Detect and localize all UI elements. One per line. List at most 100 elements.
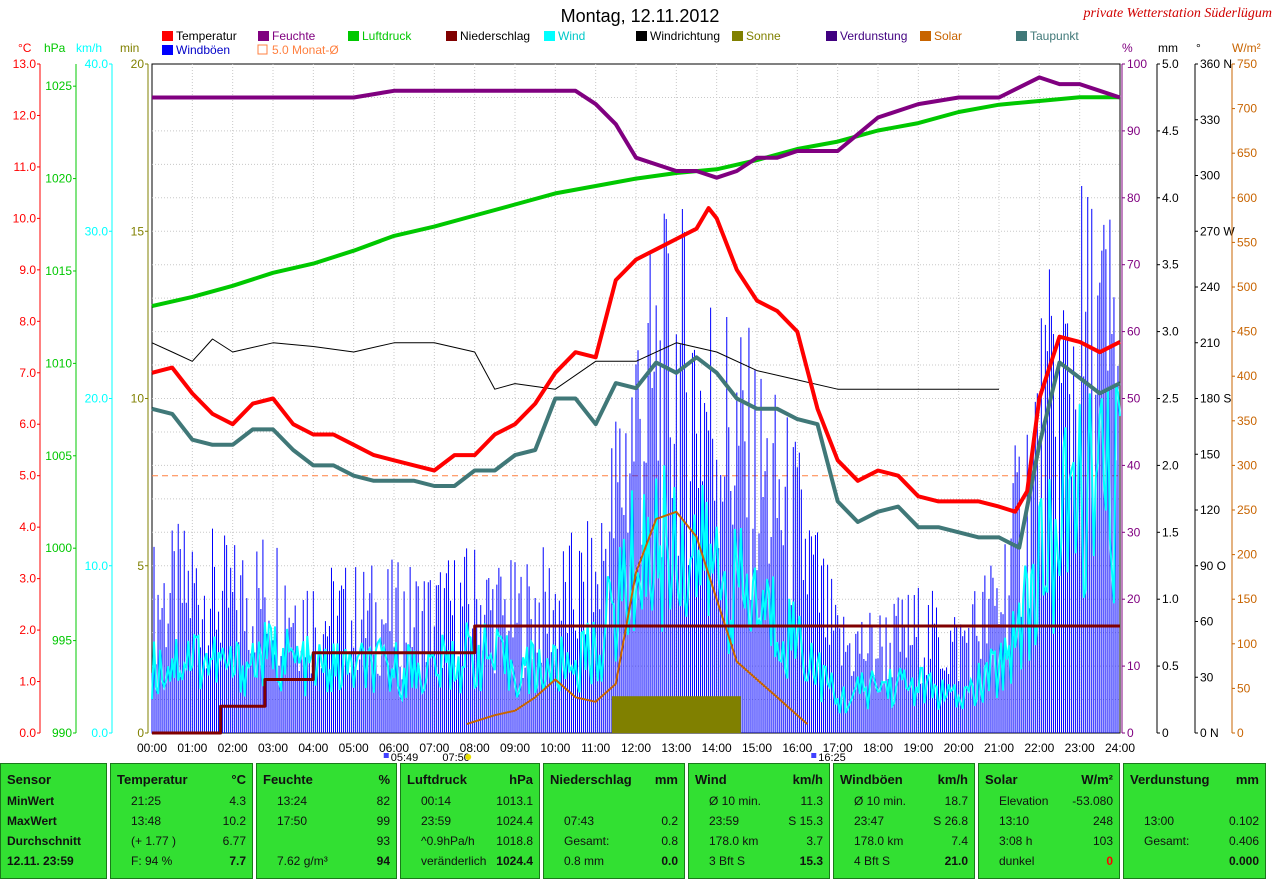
percent-axis-tick-label: 0 bbox=[1127, 726, 1134, 740]
panel-unit: W/m² bbox=[1081, 772, 1113, 787]
hpa-axis-tick-label: 990 bbox=[52, 726, 72, 740]
x-tick-label: 22:00 bbox=[1024, 741, 1054, 755]
panel-row: F: 94 % 7.7 bbox=[117, 854, 246, 872]
panel-heading: Windböen bbox=[840, 772, 903, 787]
x-tick-label: 18:00 bbox=[863, 741, 893, 755]
mm-axis-tick-label: 5.0 bbox=[1162, 57, 1179, 71]
min-axis-tick-label: 10 bbox=[131, 392, 145, 406]
wm2-axis-tick-label: 450 bbox=[1237, 325, 1257, 339]
celsius-axis-title: °C bbox=[18, 41, 32, 55]
panel-1: Temperatur °C 21:25 4.3 13:48 10.2 (+ 1.77 ) 6.… bbox=[110, 763, 253, 879]
sunrise-marker bbox=[383, 753, 389, 758]
panel-cell-m: 23:47 bbox=[854, 814, 885, 828]
percent-axis-title: % bbox=[1122, 41, 1133, 55]
panel-unit: mm bbox=[1235, 772, 1259, 787]
panel-cell-v: 248 bbox=[1092, 814, 1113, 828]
degree-axis-tick-label: 60 bbox=[1200, 615, 1214, 629]
legend-swatch bbox=[348, 31, 359, 41]
degree-axis-tick-label: 240 bbox=[1200, 280, 1220, 294]
hpa-axis-tick-label: 1015 bbox=[45, 264, 72, 278]
panel-cell-v: 82 bbox=[376, 794, 390, 808]
mm-axis-title: mm bbox=[1158, 41, 1178, 55]
wm2-axis-tick-label: 250 bbox=[1237, 503, 1257, 517]
x-tick-label: 13:00 bbox=[661, 741, 691, 755]
panel-cell-m: 178.0 km bbox=[709, 834, 759, 848]
celsius-axis-tick-label: 8.0 bbox=[19, 314, 36, 328]
series-solar bbox=[466, 510, 809, 726]
celsius-axis-tick-label: 6.0 bbox=[19, 417, 36, 431]
panel-unit: °C bbox=[231, 772, 246, 787]
wm2-axis-tick-label: 150 bbox=[1237, 592, 1257, 606]
panel-6: Windböen km/h Ø 10 min. 18.7 23:47 S 26.8 178.… bbox=[833, 763, 975, 879]
mm-axis-tick-label: 4.5 bbox=[1162, 124, 1179, 138]
panel-cell-v: 103 bbox=[1092, 834, 1113, 848]
x-tick-label: 10:00 bbox=[540, 741, 570, 755]
degree-axis-tick-label: 210 bbox=[1200, 336, 1220, 350]
panel-heading: Niederschlag bbox=[550, 772, 632, 787]
panel-row: 23:47 S 26.8 bbox=[840, 814, 968, 832]
panel-cell-m: 7.62 g/m³ bbox=[277, 854, 328, 868]
panel-cell-m: Gesamt: bbox=[1144, 834, 1190, 848]
hpa-axis-tick-label: 1020 bbox=[45, 172, 72, 186]
panel-cell-v: 94 bbox=[376, 854, 390, 868]
panel-cell-v: 6.77 bbox=[222, 834, 246, 848]
kmh-axis-tick-label: 0.0 bbox=[91, 726, 108, 740]
panel-heading: Feuchte bbox=[263, 772, 313, 787]
celsius-axis-tick-label: 2.0 bbox=[19, 623, 36, 637]
legend-label: Niederschlag bbox=[460, 29, 530, 43]
panel-cell-l: 12.11. 23:59 bbox=[7, 854, 74, 868]
series-taupunkt bbox=[151, 355, 1121, 550]
chart-title: Montag, 12.11.2012 bbox=[560, 6, 720, 26]
legend-swatch bbox=[826, 31, 837, 41]
panel-row: Ø 10 min. 18.7 bbox=[840, 794, 968, 812]
legend-label: Luftdruck bbox=[362, 29, 412, 43]
legend-label: 5.0 Monat-Ø bbox=[272, 43, 339, 57]
panel-cell-v: 1024.4 bbox=[496, 814, 533, 828]
x-tick-label: 04:00 bbox=[298, 741, 328, 755]
panel-cell-v: 0.8 bbox=[661, 834, 678, 848]
panel-row: 13:00 0.102 bbox=[1130, 814, 1259, 832]
mm-axis-tick-label: 3.0 bbox=[1162, 325, 1179, 339]
sunrise-label: 05:49 bbox=[391, 752, 419, 762]
panel-2: Feuchte% 13:24 82 17:50 99 93 7.62 g/m³ 94 bbox=[256, 763, 397, 879]
panel-cell-m: Ø 10 min. bbox=[709, 794, 762, 808]
panel-cell-m: 13:48 bbox=[131, 814, 162, 828]
panel-cell-m: 23:59 bbox=[709, 814, 740, 828]
panel-row: Elevation -53.080 bbox=[985, 794, 1113, 812]
panel-cell-m: 13:24 bbox=[277, 794, 308, 808]
panel-cell-v: 11.3 bbox=[800, 794, 823, 808]
panel-unit: % bbox=[378, 772, 390, 787]
panel-unit: hPa bbox=[509, 772, 533, 787]
noon-marker-label: 07:50 bbox=[442, 752, 470, 762]
degree-axis-tick-label: 270 W bbox=[1200, 224, 1235, 238]
panel-row: (+ 1.77 ) 6.77 bbox=[117, 834, 246, 852]
degree-axis-tick-label: 180 S bbox=[1200, 392, 1231, 406]
panel-heading: Wind bbox=[695, 772, 727, 787]
panel-row: 21:25 4.3 bbox=[117, 794, 246, 812]
panel-row: 7.62 g/m³ 94 bbox=[263, 854, 390, 872]
panel-row: 0.8 mm 0.0 bbox=[550, 854, 678, 872]
panel-row: 13:48 10.2 bbox=[117, 814, 246, 832]
celsius-axis-tick-label: 4.0 bbox=[19, 520, 36, 534]
x-tick-label: 01:00 bbox=[177, 741, 207, 755]
panel-cell-m: 23:59 bbox=[421, 814, 452, 828]
legend-swatch bbox=[1016, 31, 1027, 41]
panel-cell-v: -53.080 bbox=[1072, 794, 1113, 808]
panel-cell-l: MaxWert bbox=[7, 814, 57, 828]
panel-heading: Sensor bbox=[7, 772, 52, 787]
legend-label: Taupunkt bbox=[1030, 29, 1079, 43]
legend-label: Verdunstung bbox=[840, 29, 907, 43]
panel-cell-m: (+ 1.77 ) bbox=[131, 834, 177, 848]
percent-axis-tick-label: 20 bbox=[1127, 592, 1141, 606]
panel-cell-v: 0.406 bbox=[1228, 834, 1259, 848]
panel-row bbox=[1130, 794, 1259, 812]
kmh-axis-tick-label: 30.0 bbox=[85, 224, 109, 238]
panel-cell-m: F: 94 % bbox=[131, 854, 173, 868]
panel-row: 178.0 km 7.4 bbox=[840, 834, 968, 852]
percent-axis-tick-label: 80 bbox=[1127, 191, 1141, 205]
panel-row: 07:43 0.2 bbox=[550, 814, 678, 832]
panel-cell-m: 21:25 bbox=[131, 794, 162, 808]
x-tick-label: 21:00 bbox=[984, 741, 1014, 755]
sunset-marker bbox=[811, 753, 817, 758]
degree-axis-tick-label: 0 N bbox=[1200, 726, 1219, 740]
